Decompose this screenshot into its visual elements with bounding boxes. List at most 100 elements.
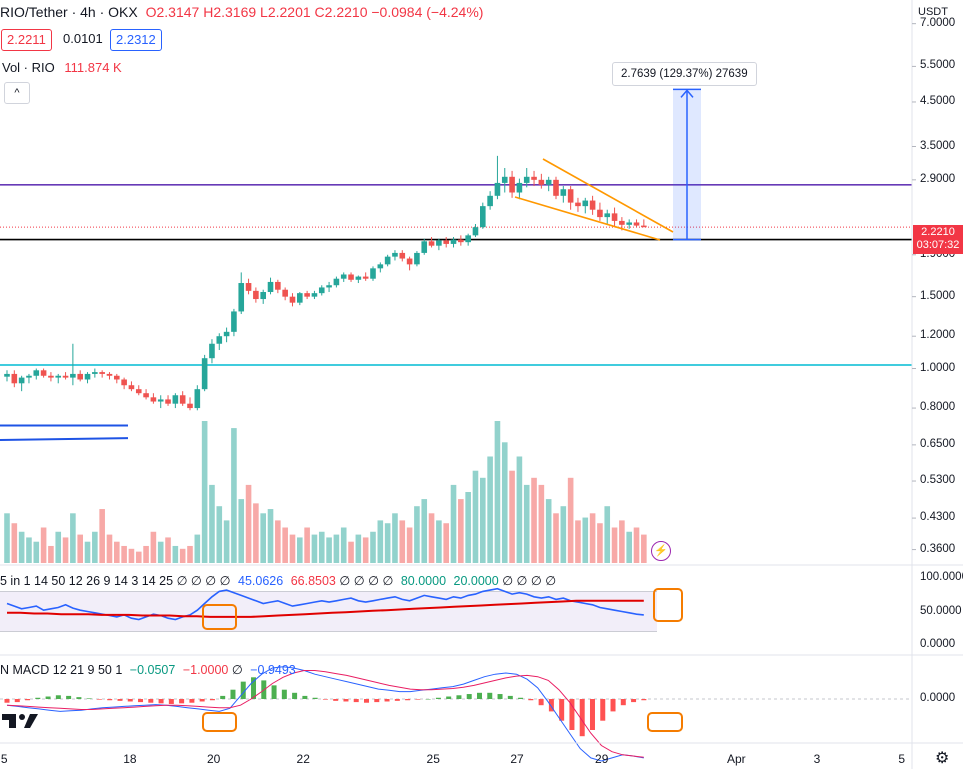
volume-bar [143,545,149,563]
macd-histogram-bar [415,699,421,700]
rsi-lower-band: 20.0000 [453,574,499,588]
rsi-tick-label: 0.0000 [920,638,956,650]
macd-histogram-bar [220,695,226,699]
candle-body [26,375,32,378]
macd-histogram-bar [55,695,61,699]
candle-body [516,182,523,193]
volume-bar [633,527,640,563]
candle-body [604,213,611,218]
volume-bar [370,531,376,563]
measure-arrow-head [680,89,694,98]
volume-bar [26,537,32,563]
drawings [0,88,701,442]
volume-bar [523,484,530,563]
macd-pane [0,666,912,762]
volume-bar [40,527,47,563]
macd-histogram-bar [384,699,390,702]
rsi-upper-band: 80.0000 [400,574,447,588]
volume-bar [362,537,369,563]
macd-histogram-bar [569,699,575,730]
candle-body [421,241,428,253]
price-tick-label: 2.9000 [920,172,956,185]
macd-signal-line [6,670,644,758]
volume-bar [318,531,325,563]
candle-body [377,264,384,269]
currency-label[interactable]: USDT [918,6,948,18]
macd-histogram-bar [199,699,205,702]
volume-bar [348,541,354,563]
volume-bars [4,421,647,563]
volume-bar [501,442,508,563]
macd-histogram-bar [179,699,185,704]
symbol-title[interactable]: RIO/Tether · 4h · OKX [0,4,138,20]
volume-bar [428,513,435,563]
current-price-tag: 2.2210 03:07:32 [913,225,963,254]
macd-histogram-bar [528,699,534,701]
macd-histogram-bar [435,697,441,699]
volume-label[interactable]: Vol · RIO [2,60,55,75]
time-tick-label: Apr [726,752,746,766]
macd-histogram-bar [189,699,195,703]
volume-bar [157,541,164,563]
candle-body [582,200,589,207]
volume-bar [399,520,406,563]
candle-body [157,399,164,402]
candle-body [106,373,113,376]
volume-bar [33,541,40,563]
candle-body [362,276,369,279]
volume-bar [377,520,384,563]
candle-body [538,179,545,185]
rsi-tick-label: 100.0000 [920,571,963,583]
macd-histogram-bar [96,699,102,700]
candle-body [480,206,486,228]
candle-body [501,176,508,183]
macd-histogram-bar [4,699,10,703]
lightning-icon[interactable]: ⚡ [651,541,671,561]
candle-body [143,393,149,398]
volume-bar [99,509,105,563]
volume-bar [545,499,552,563]
volume-bar [509,470,515,563]
rsi-value: 45.0626 [238,574,284,588]
volume-bar [48,545,54,563]
price-tick-label: 1.2000 [920,329,956,342]
highlight-box [653,588,683,622]
rsi-params[interactable]: 5 in 1 14 50 12 26 9 14 3 14 25 [0,574,174,588]
volume-bar [201,421,208,563]
highlight-box [202,712,237,732]
measure-label[interactable]: 2.7639 (129.37%) 27639 [612,62,757,86]
candle-body [399,252,406,259]
bid-price[interactable]: 2.2211 [1,29,52,51]
volume-bar [326,537,332,563]
rsi-legend: 5 in 1 14 50 12 26 9 14 3 14 25 ∅ ∅ ∅ ∅ … [0,573,556,588]
candles [4,155,647,411]
macd-params[interactable]: N MACD 12 21 9 50 1 [0,663,123,677]
volume-bar [267,509,274,563]
price-tick-label: 0.4300 [920,511,956,524]
volume-bar [597,523,603,563]
tradingview-logo[interactable] [2,712,40,736]
volume-bar [179,548,186,563]
settings-gear-icon[interactable]: ⚙ [935,750,950,767]
macd-histogram-bar [148,699,154,703]
spread-value: 0.0101 [63,31,103,46]
candle-body [392,252,398,257]
collapse-legend-button[interactable]: ^ [4,82,30,104]
ask-price[interactable]: 2.2312 [110,29,162,51]
low-value: L2.2201 [260,4,311,20]
macd-histogram-bar [631,699,637,703]
macd-histogram-bar [353,699,359,703]
change-value: −0.0984 (−4.24%) [371,4,484,20]
candle-body [370,268,376,279]
price-tick-label: 3.5000 [920,139,956,152]
macd-histogram-bar [240,681,246,699]
volume-bar [458,499,464,563]
time-tick-label: 27 [510,752,524,766]
macd-histogram-bar [14,699,20,703]
candle-body [194,389,201,409]
volume-bar [165,537,171,563]
volume-bar [260,513,266,563]
volume-bar [619,520,625,563]
